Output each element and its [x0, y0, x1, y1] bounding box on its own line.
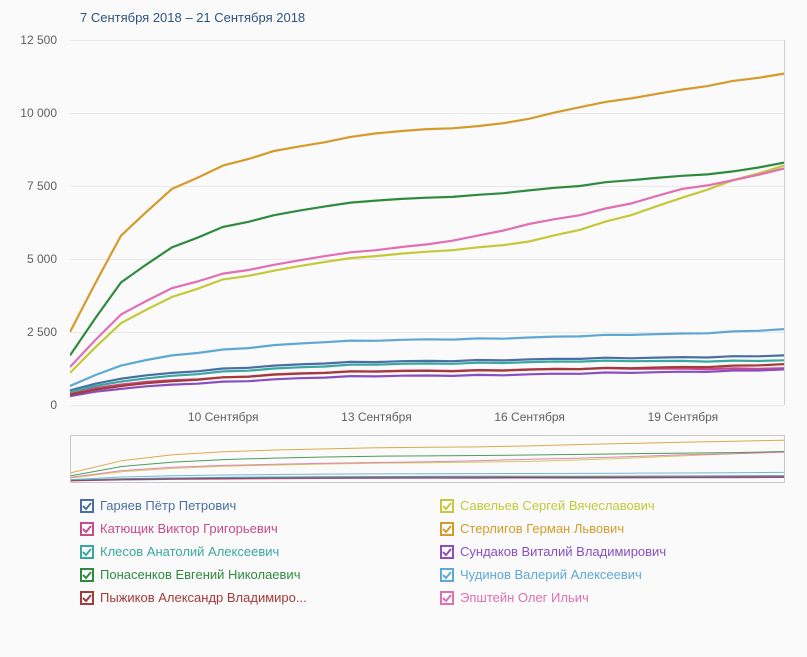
- legend-checkbox-ponasenkov[interactable]: [80, 568, 94, 582]
- legend-item-pyzhikov[interactable]: Пыжиков Александр Владимиро...: [80, 590, 420, 605]
- x-tick-label: 19 Сентября: [648, 410, 719, 424]
- legend-checkbox-katyushchik[interactable]: [80, 522, 94, 536]
- overview-chart[interactable]: [70, 435, 785, 483]
- legend-item-ponasenkov[interactable]: Понасенков Евгений Николаевич: [80, 567, 420, 582]
- legend: Гаряев Пётр Петрович Савельев Сергей Вяче…: [80, 498, 780, 605]
- x-tick-label: 10 Сентября: [188, 410, 259, 424]
- legend-checkbox-klesov[interactable]: [80, 545, 94, 559]
- legend-label-savelyev: Савельев Сергей Вячеславович: [460, 498, 655, 513]
- chart-container: 7 Сентября 2018 – 21 Сентября 2018 0 2 50…: [0, 0, 807, 657]
- legend-item-katyushchik[interactable]: Катющик Виктор Григорьевич: [80, 521, 420, 536]
- legend-label-chudinov: Чудинов Валерий Алексеевич: [460, 567, 642, 582]
- legend-checkbox-garyaev[interactable]: [80, 499, 94, 513]
- legend-label-klesov: Клесов Анатолий Алексеевич: [100, 544, 279, 559]
- main-chart: [70, 40, 785, 405]
- legend-label-sundakov: Сундаков Виталий Владимирович: [460, 544, 666, 559]
- legend-item-epshtein[interactable]: Эпштейн Олег Ильич: [440, 590, 780, 605]
- y-axis: 02 5005 0007 50010 00012 500: [0, 40, 65, 405]
- gridline: [70, 405, 784, 406]
- legend-checkbox-sundakov[interactable]: [440, 545, 454, 559]
- x-tick-label: 16 Сентября: [494, 410, 565, 424]
- y-tick-label: 2 500: [27, 325, 57, 339]
- legend-item-klesov[interactable]: Клесов Анатолий Алексеевич: [80, 544, 420, 559]
- series-line-ponasenkov: [70, 163, 784, 356]
- chart-title: 7 Сентября 2018 – 21 Сентября 2018: [80, 10, 305, 25]
- y-tick-label: 10 000: [20, 106, 57, 120]
- legend-item-chudinov[interactable]: Чудинов Валерий Алексеевич: [440, 567, 780, 582]
- legend-checkbox-chudinov[interactable]: [440, 568, 454, 582]
- x-tick-label: 13 Сентября: [341, 410, 412, 424]
- legend-checkbox-pyzhikov[interactable]: [80, 591, 94, 605]
- legend-item-garyaev[interactable]: Гаряев Пётр Петрович: [80, 498, 420, 513]
- legend-checkbox-savelyev[interactable]: [440, 499, 454, 513]
- y-tick-label: 0: [50, 398, 57, 412]
- legend-item-sundakov[interactable]: Сундаков Виталий Владимирович: [440, 544, 780, 559]
- legend-checkbox-sterligov[interactable]: [440, 522, 454, 536]
- legend-label-ponasenkov: Понасенков Евгений Николаевич: [100, 567, 300, 582]
- series-line-sterligov: [70, 74, 784, 332]
- legend-label-katyushchik: Катющик Виктор Григорьевич: [100, 521, 278, 536]
- legend-item-savelyev[interactable]: Савельев Сергей Вячеславович: [440, 498, 780, 513]
- legend-label-pyzhikov: Пыжиков Александр Владимиро...: [100, 590, 307, 605]
- legend-label-epshtein: Эпштейн Олег Ильич: [460, 590, 589, 605]
- legend-item-sterligov[interactable]: Стерлигов Герман Львович: [440, 521, 780, 536]
- y-tick-label: 5 000: [27, 252, 57, 266]
- legend-checkbox-epshtein[interactable]: [440, 591, 454, 605]
- legend-label-garyaev: Гаряев Пётр Петрович: [100, 498, 236, 513]
- y-tick-label: 12 500: [20, 33, 57, 47]
- y-tick-label: 7 500: [27, 179, 57, 193]
- x-axis: 10 Сентября 13 Сентября 16 Сентября 19 Сент…: [70, 408, 785, 428]
- legend-label-sterligov: Стерлигов Герман Львович: [460, 521, 624, 536]
